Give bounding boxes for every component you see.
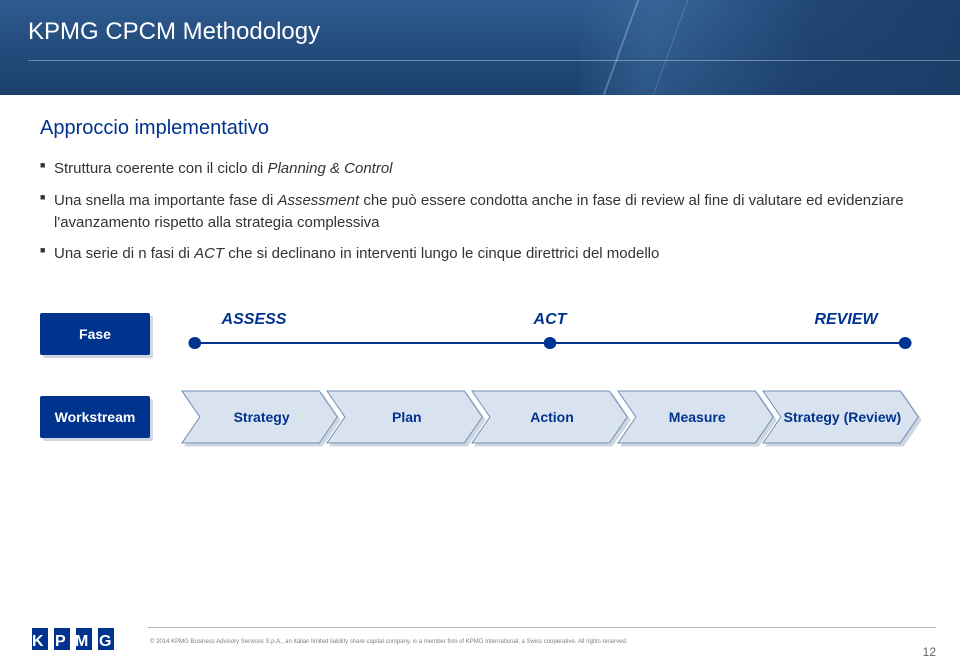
bullet-text-em: ACT (194, 245, 224, 262)
fase-label: Fase (40, 313, 150, 355)
bullet-item: Struttura coerente con il ciclo di Plann… (40, 158, 920, 180)
content-area: Approccio implementativo Struttura coere… (0, 95, 960, 445)
chevron-label: Measure (616, 389, 775, 445)
svg-text:G: G (99, 633, 111, 650)
footer-rule (148, 627, 936, 628)
bullet-item: Una snella ma importante fase di Assessm… (40, 190, 920, 234)
workstream-row: Workstream Strategy Plan Action Mea (40, 389, 920, 445)
kpmg-logo: K P M G (28, 626, 124, 661)
svg-text:P: P (55, 633, 66, 650)
fase-row: Fase ASSESS ACT REVIEW (40, 313, 920, 355)
chevron-label: Plan (325, 389, 484, 445)
bullet-list: Struttura coerente con il ciclo di Plann… (40, 158, 920, 265)
workstream-label: Workstream (40, 396, 150, 438)
page-title: KPMG CPCM Methodology (28, 18, 960, 46)
bullet-text-pre: Struttura coerente con il ciclo di (54, 160, 267, 177)
bullet-text-pre: Una snella ma importante fase di (54, 192, 277, 209)
chevron-plan: Plan (325, 389, 484, 445)
methodology-diagram: Fase ASSESS ACT REVIEW Workstream (40, 313, 920, 445)
svg-text:M: M (75, 633, 88, 650)
chevron-strategy-review: Strategy (Review) (761, 389, 920, 445)
subtitle: Approccio implementativo (40, 117, 920, 140)
chevron-label: Action (470, 389, 629, 445)
header-decoration (580, 0, 960, 95)
chevron-measure: Measure (616, 389, 775, 445)
fase-timeline: ASSESS ACT REVIEW (180, 313, 920, 355)
bullet-item: Una serie di n fasi di ACT che si declin… (40, 243, 920, 265)
footer: K P M G © 2014 KPMG Business Advisory Se… (0, 627, 960, 665)
svg-text:K: K (32, 633, 44, 650)
chevron-label: Strategy (Review) (761, 389, 920, 445)
bullet-text-pre: Una serie di n fasi di (54, 245, 194, 262)
chevron-label: Strategy (180, 389, 339, 445)
bullet-text-post: che si declinano in interventi lungo le … (224, 245, 659, 262)
bullet-text-em: Assessment (277, 192, 359, 209)
timeline-svg (180, 313, 920, 355)
chevron-strategy: Strategy (180, 389, 339, 445)
workstream-chevrons: Strategy Plan Action Measure Strategy (R… (180, 389, 920, 445)
copyright-text: © 2014 KPMG Business Advisory Services S… (150, 639, 628, 645)
header-bar: KPMG CPCM Methodology (0, 0, 960, 95)
header-rule (28, 60, 960, 61)
page-number: 12 (923, 645, 936, 659)
chevron-action: Action (470, 389, 629, 445)
bullet-text-em: Planning & Control (267, 160, 392, 177)
